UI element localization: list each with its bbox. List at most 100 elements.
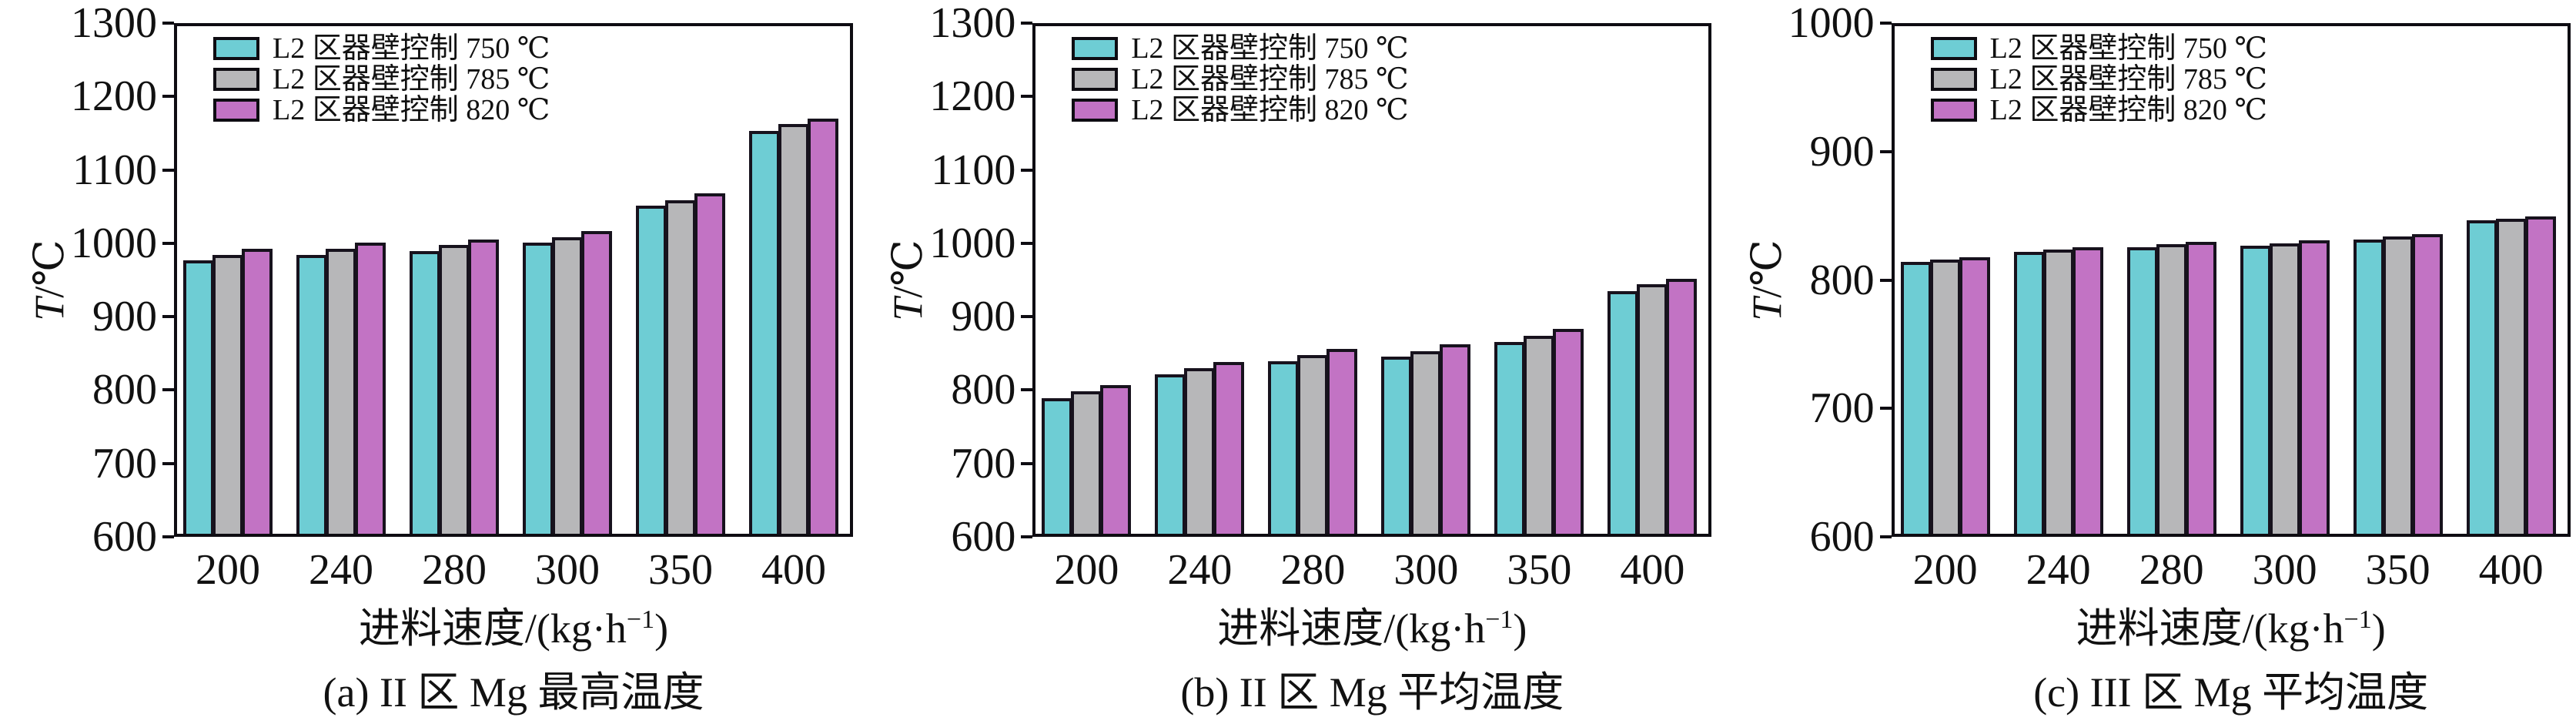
x-tick-label: 400: [1620, 546, 1685, 594]
legend-swatch: [213, 99, 259, 122]
x-tick-label: 200: [1912, 546, 1978, 594]
y-tick-label: 1200: [929, 72, 1016, 121]
y-tick-label: 600: [951, 513, 1016, 561]
y-tick-label: 1300: [929, 0, 1016, 47]
x-axis-label-text: 进料速度/(kg·h: [2076, 605, 2344, 652]
y-tick-mark: [1021, 95, 1033, 99]
bar-240-series-2: [2072, 247, 2103, 534]
bar-400-series-0: [2466, 220, 2497, 534]
y-tick-label: 700: [1809, 384, 1875, 433]
y-tick-label: 800: [951, 366, 1016, 414]
plot-area: L2 区器壁控制 750 ℃ L2 区器壁控制 785 ℃ L2 区器壁控制 820…: [174, 23, 853, 537]
x-tick-label: 200: [196, 546, 260, 594]
legend-label: L2 区器壁控制 785 ℃: [1989, 63, 2267, 96]
bar-280-series-2: [1326, 349, 1358, 534]
y-tick-label: 600: [1809, 513, 1875, 561]
x-tick-label: 240: [2026, 546, 2091, 594]
y-tick-mark: [1021, 241, 1033, 245]
legend-item: L2 区器壁控制 785 ℃: [1930, 63, 2267, 96]
bar-300-series-1: [552, 237, 583, 534]
plot-area: L2 区器壁控制 750 ℃ L2 区器壁控制 785 ℃ L2 区器壁控制 820…: [1891, 23, 2571, 537]
y-tick-mark: [1021, 461, 1033, 465]
y-tick-mark: [1021, 535, 1033, 538]
x-tick-label: 300: [1393, 546, 1459, 594]
bar-280-series-0: [2126, 247, 2158, 534]
bar-240-series-0: [2013, 252, 2045, 534]
y-tick-mark: [1021, 168, 1033, 172]
x-axis-label-superscript: −1: [2343, 605, 2372, 634]
legend-item: L2 区器壁控制 820 ℃: [1930, 95, 2267, 126]
legend-swatch: [1072, 68, 1119, 91]
bar-400-series-1: [2495, 219, 2527, 534]
caption-b: (b) II 区 Mg 平均温度: [1180, 669, 1564, 716]
x-tick-label: 300: [2252, 546, 2317, 594]
bar-200-series-2: [1959, 257, 1990, 534]
y-tick-label: 1300: [71, 0, 157, 47]
x-axis-label: 进料速度/(kg·h−1): [174, 595, 853, 654]
bar-400-series-2: [2524, 216, 2556, 534]
y-tick-mark: [162, 22, 174, 25]
y-tick-mark: [162, 388, 174, 392]
x-tick-label: 350: [1507, 546, 1572, 594]
bar-200-series-1: [1929, 260, 1961, 534]
x-tick-label: 240: [1167, 546, 1233, 594]
plot-area: L2 区器壁控制 750 ℃ L2 区器壁控制 785 ℃ L2 区器壁控制 820…: [1032, 23, 1712, 537]
bar-350-series-2: [2411, 234, 2443, 534]
legend-swatch: [213, 68, 259, 91]
x-axis-label: 进料速度/(kg·h−1): [1032, 595, 1711, 654]
bar-200-series-2: [1100, 385, 1132, 534]
legend-item: L2 区器壁控制 785 ℃: [213, 64, 550, 95]
y-tick-label: 1000: [929, 219, 1016, 267]
bar-400-series-1: [778, 124, 809, 534]
legend-label: L2 区器壁控制 820 ℃: [1131, 94, 1409, 126]
legend-swatch: [1930, 99, 1977, 122]
legend-item: L2 区器壁控制 820 ℃: [213, 95, 550, 126]
bar-350-series-2: [1553, 329, 1584, 534]
legend-swatch: [1072, 99, 1119, 122]
x-tick-label: 400: [2478, 546, 2544, 594]
bar-350-series-1: [665, 200, 696, 534]
x-tick-label: 200: [1054, 546, 1119, 594]
bar-280-series-0: [1268, 361, 1300, 534]
x-axis-label-suffix: ): [1513, 605, 1527, 652]
y-tick-mark: [1879, 407, 1892, 411]
bar-400-series-0: [1607, 291, 1639, 534]
bar-240-series-1: [326, 249, 356, 534]
bar-280-series-1: [2156, 244, 2187, 534]
y-tick-label: 800: [92, 366, 157, 414]
bar-350-series-0: [2353, 240, 2384, 534]
legend-item: L2 区器壁控制 820 ℃: [1072, 94, 1409, 126]
bar-300-series-2: [1440, 344, 1471, 534]
legend-label: L2 区器壁控制 785 ℃: [273, 63, 550, 96]
bar-280-series-1: [1297, 355, 1329, 534]
x-axis-label-superscript: −1: [626, 605, 655, 634]
bar-350-series-2: [694, 193, 725, 534]
y-tick-mark: [1879, 535, 1892, 538]
x-axis-label-text: 进料速度/(kg·h: [358, 605, 627, 652]
bar-200-series-0: [1900, 262, 1932, 534]
legend: L2 区器壁控制 750 ℃ L2 区器壁控制 785 ℃ L2 区器壁控制 820…: [213, 33, 550, 126]
chart-panel-b: T/℃ 600 700 800 900 1000 1100 1200 1300 L2 区器壁控…: [858, 0, 1717, 724]
y-tick-mark: [162, 95, 174, 99]
y-tick-mark: [162, 315, 174, 319]
bars-container: [177, 26, 850, 534]
bar-350-series-1: [1524, 336, 1555, 534]
bar-350-series-0: [636, 206, 667, 534]
bar-300-series-1: [1410, 351, 1442, 534]
x-tick-label: 400: [761, 546, 826, 594]
y-tick-label: 900: [951, 293, 1016, 341]
y-tick-mark: [1021, 315, 1033, 319]
bar-240-series-2: [1213, 362, 1245, 534]
bar-280-series-0: [410, 251, 440, 534]
y-tick-label: 1100: [931, 146, 1016, 194]
caption-c: (c) III 区 Mg 平均温度: [2033, 669, 2429, 716]
bar-200-series-1: [212, 255, 243, 534]
y-tick-label: 700: [951, 439, 1016, 488]
bar-350-series-1: [2382, 236, 2414, 534]
bar-300-series-0: [2240, 246, 2271, 534]
legend-label: L2 区器壁控制 820 ℃: [273, 94, 550, 126]
bar-350-series-0: [1494, 342, 1526, 534]
y-tick-label: 1200: [71, 72, 157, 121]
legend-item: L2 区器壁控制 750 ℃: [1930, 33, 2267, 64]
